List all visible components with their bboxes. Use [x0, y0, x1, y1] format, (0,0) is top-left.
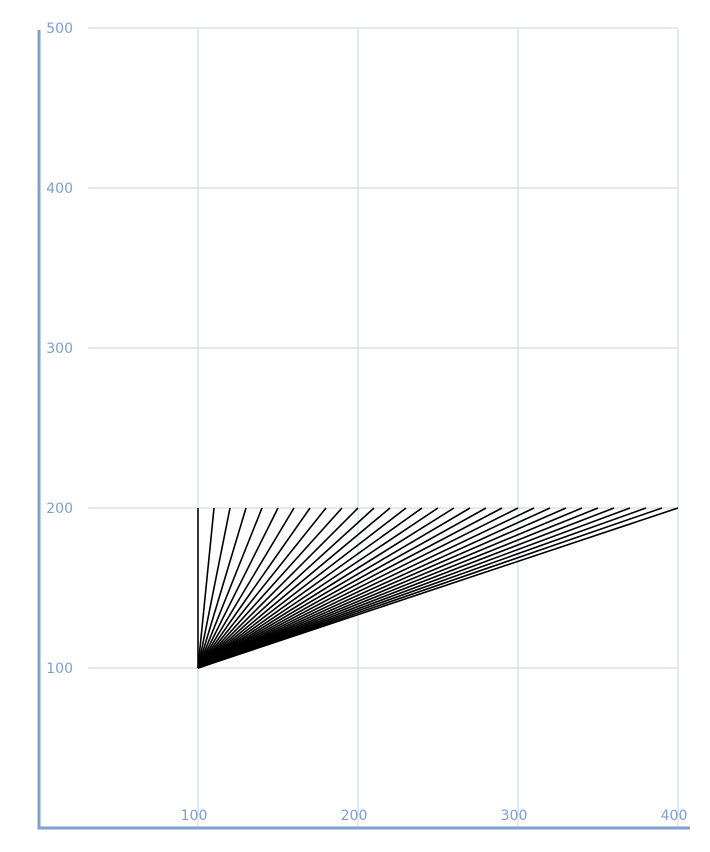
fan-line — [197, 507, 295, 669]
fan-line — [197, 507, 391, 669]
fan-line — [197, 507, 247, 669]
fan-line — [197, 507, 615, 669]
x-tick-label: 200 — [341, 808, 368, 824]
y-tick-label: 200 — [46, 501, 73, 517]
x-tick-labels: 100 200 300 400 — [181, 808, 688, 824]
fan-line — [197, 507, 663, 669]
fan-line — [197, 507, 343, 669]
axes — [37, 30, 690, 830]
x-tick-label: 100 — [181, 808, 208, 824]
fan-lines — [197, 507, 679, 669]
fan-line — [197, 507, 679, 669]
fan-line — [197, 507, 423, 669]
fan-line — [197, 507, 407, 669]
fan-line — [197, 507, 327, 669]
fan-line — [197, 507, 359, 669]
fan-line — [197, 507, 375, 669]
fan-line — [197, 507, 551, 669]
fan-line — [197, 507, 519, 669]
fan-line — [197, 507, 439, 669]
fan-line — [197, 507, 263, 669]
fan-line — [197, 507, 231, 669]
fan-line — [197, 507, 647, 669]
y-tick-label: 500 — [46, 21, 73, 37]
fan-line — [197, 507, 215, 669]
fan-line — [197, 507, 455, 669]
fan-line — [197, 507, 535, 669]
x-tick-label: 400 — [661, 808, 688, 824]
fan-line — [197, 507, 631, 669]
y-tick-label: 100 — [46, 661, 73, 677]
fan-line — [197, 507, 311, 669]
grid-lines — [88, 27, 679, 827]
y-tick-label: 300 — [46, 341, 73, 357]
fan-line — [197, 507, 599, 669]
fan-line — [197, 507, 471, 669]
fan-line — [197, 507, 567, 669]
x-tick-label: 300 — [501, 808, 528, 824]
fan-line — [197, 507, 279, 669]
y-tick-label: 400 — [46, 181, 73, 197]
fan-line — [197, 507, 583, 669]
fan-line — [197, 507, 503, 669]
fan-line — [197, 507, 487, 669]
y-tick-labels: 100 200 300 400 500 — [46, 21, 73, 677]
